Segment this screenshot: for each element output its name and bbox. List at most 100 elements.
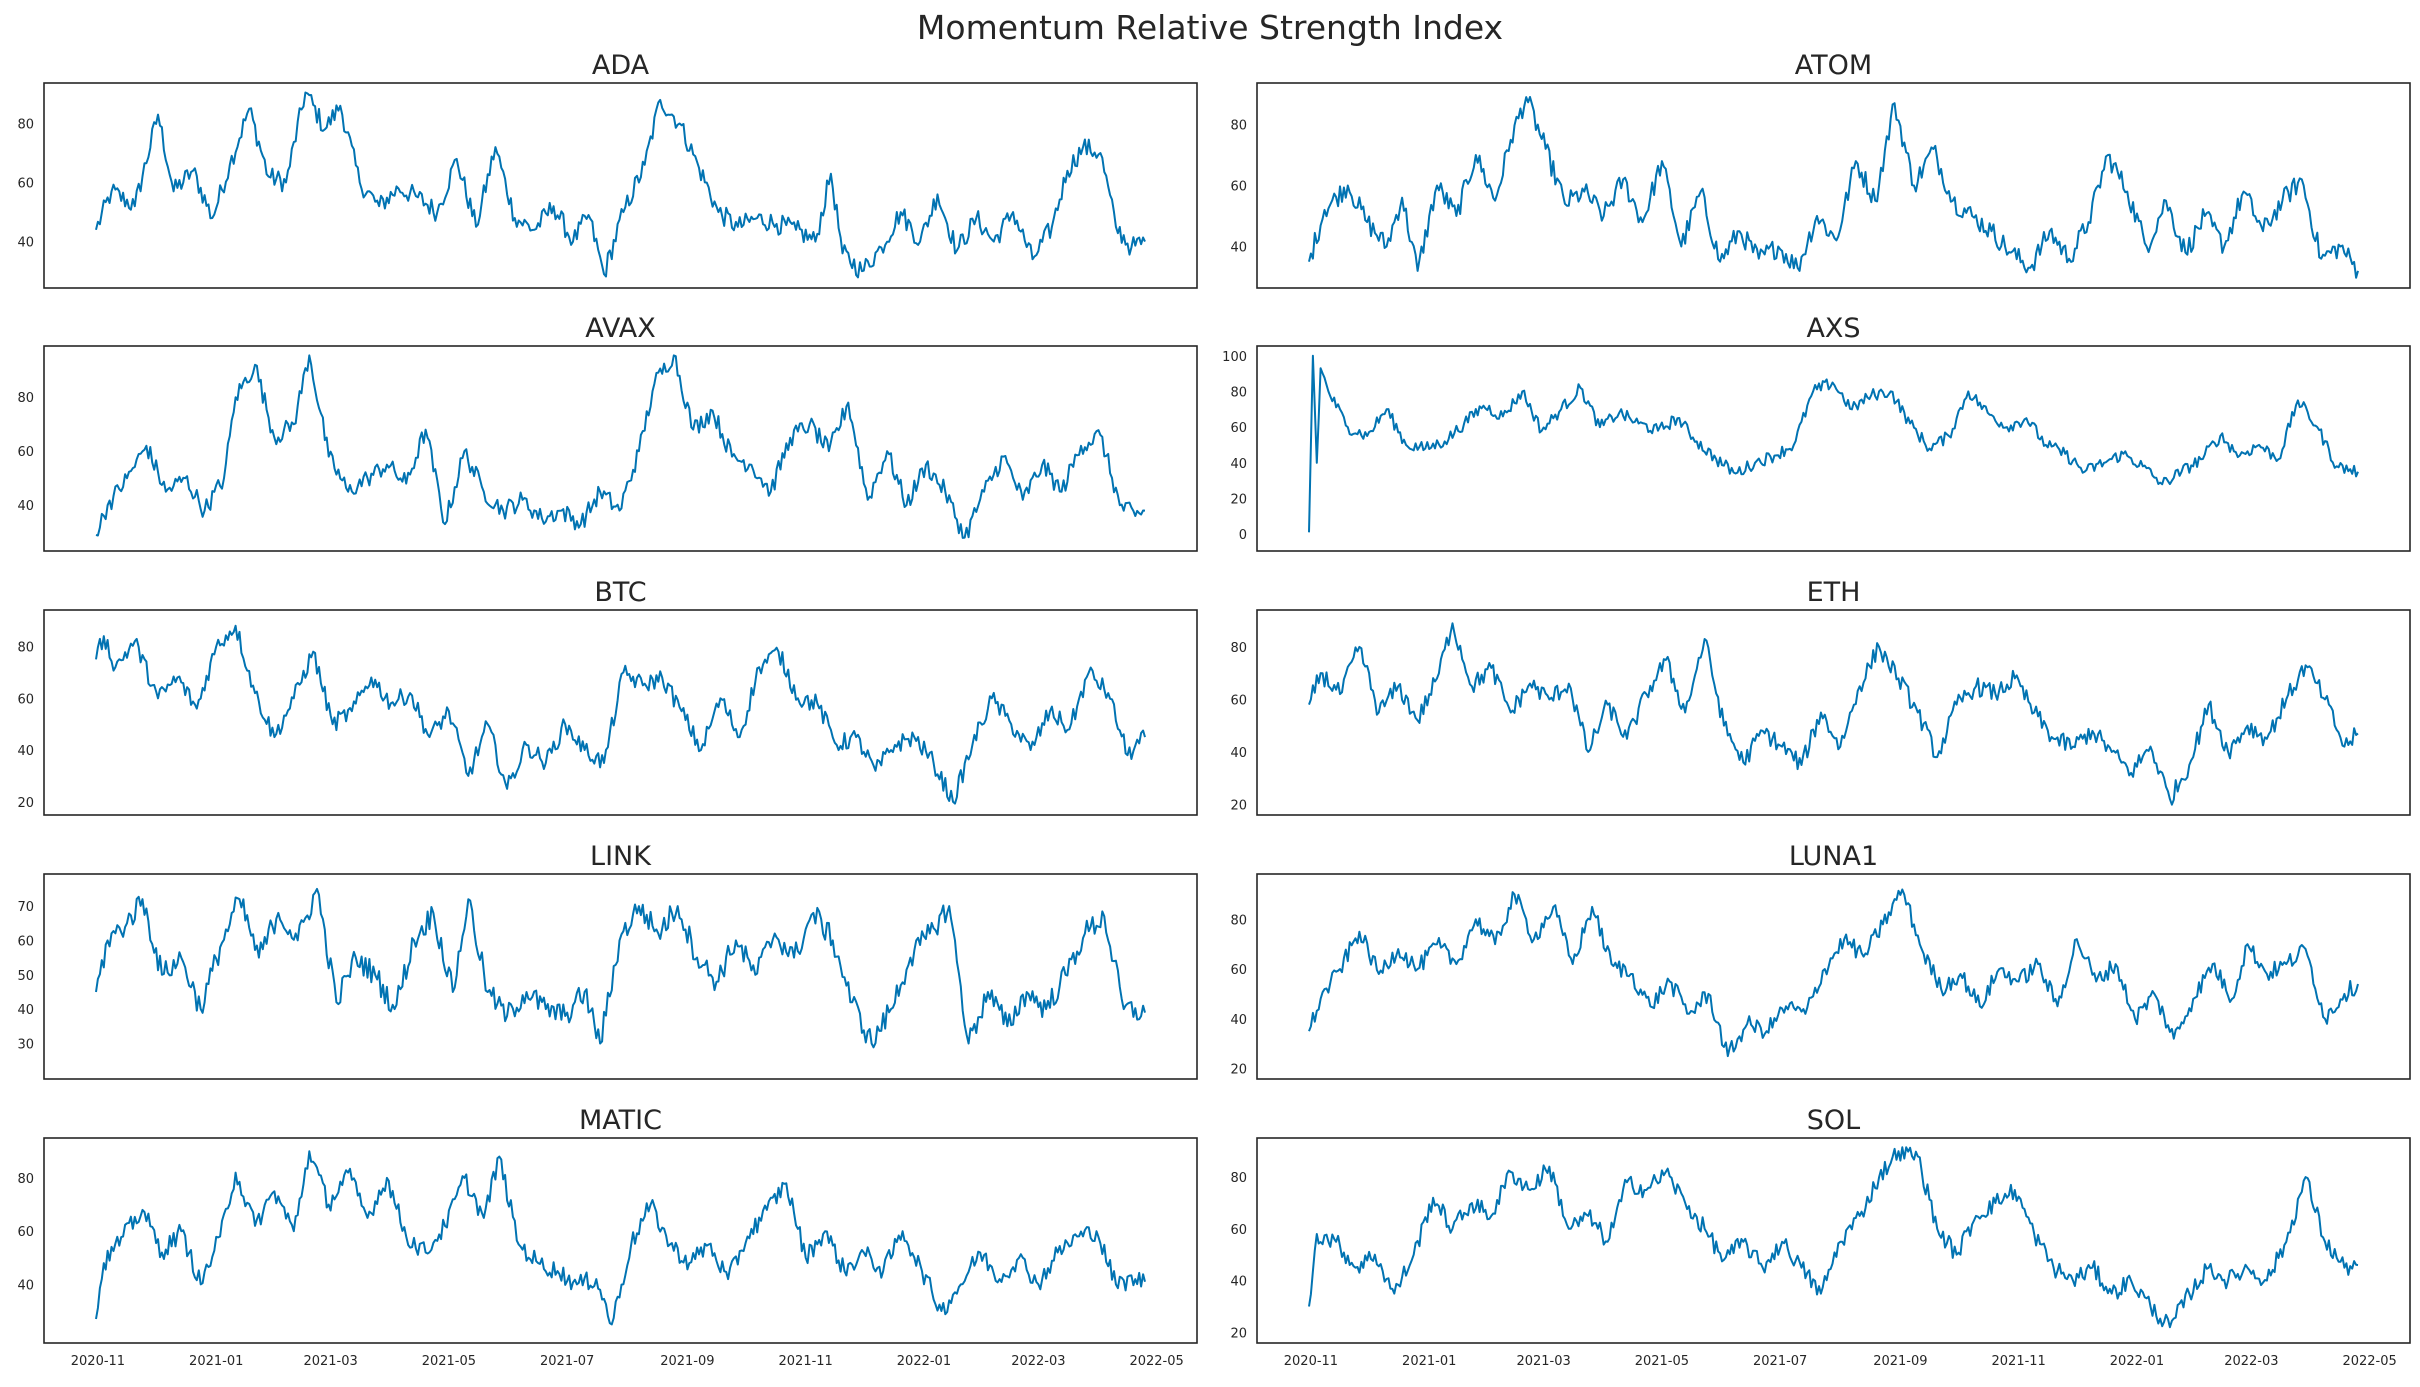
y-tick-label: 0: [1239, 528, 1247, 543]
x-tick-label: 2021-09: [660, 1354, 714, 1369]
y-tick-label: 40: [1230, 240, 1247, 255]
panel-link: LINK 30 40 50 60 70: [17, 841, 1197, 1079]
axes-frame: [1257, 610, 2410, 815]
y-tick-label: 80: [1230, 385, 1247, 400]
x-tick-label: 2022-01: [2110, 1354, 2164, 1369]
y-tick-label: 80: [1230, 913, 1247, 928]
y-tick-label: 40: [1230, 457, 1247, 472]
y-tick-label: 60: [1230, 693, 1247, 708]
panel-title: MATIC: [579, 1105, 662, 1136]
y-tick-label: 60: [17, 445, 34, 460]
x-tick-label: 2021-01: [1402, 1354, 1456, 1369]
y-tick-label: 60: [1230, 180, 1247, 195]
panels-grid: ADA 40 60 80 ATOM 40 60 80 AVAX 40 60 80 AXS 0 20 40 60 8…: [17, 50, 2410, 1369]
rsi-line-sol: [1309, 1147, 2358, 1327]
y-tick-label: 40: [17, 1278, 34, 1293]
panel-btc: BTC 20 40 60 80: [17, 577, 1197, 815]
x-tick-label: 2020-11: [1284, 1354, 1338, 1369]
rsi-line-atom: [1309, 97, 2358, 278]
rsi-line-matic: [96, 1151, 1145, 1324]
panel-title: SOL: [1807, 1105, 1860, 1136]
x-tick-label: 2021-03: [303, 1354, 357, 1369]
y-tick-label: 80: [1230, 119, 1247, 134]
x-tick-label: 2021-03: [1516, 1354, 1570, 1369]
axes-frame: [44, 346, 1197, 551]
figure-title: Momentum Relative Strength Index: [917, 8, 1503, 47]
x-tick-label: 2022-01: [897, 1354, 951, 1369]
panel-title: LUNA1: [1789, 841, 1878, 872]
rsi-line-eth: [1309, 623, 2358, 804]
y-tick-label: 60: [1230, 421, 1247, 436]
panel-luna1: LUNA1 20 40 60 80: [1230, 841, 2410, 1079]
rsi-line-luna1: [1309, 890, 2358, 1057]
y-tick-label: 50: [17, 969, 34, 984]
axes-frame: [44, 1138, 1197, 1343]
y-tick-label: 20: [1230, 492, 1247, 507]
x-tick-label: 2021-01: [189, 1354, 243, 1369]
x-tick-label: 2021-05: [1635, 1354, 1689, 1369]
y-tick-label: 20: [17, 796, 34, 811]
x-tick-label: 2021-11: [779, 1354, 833, 1369]
panel-ada: ADA 40 60 80: [17, 50, 1197, 288]
rsi-line-axs: [1309, 356, 2358, 533]
x-tick-label: 2021-11: [1992, 1354, 2046, 1369]
y-tick-label: 40: [1230, 746, 1247, 761]
axes-frame: [44, 874, 1197, 1079]
rsi-line-link: [96, 889, 1145, 1047]
rsi-line-btc: [96, 626, 1145, 804]
panel-matic: MATIC 40 60 80 2020-11 2021-01 2021-03 2021-05 2…: [17, 1105, 1197, 1369]
axes-frame: [1257, 1138, 2410, 1343]
y-tick-label: 70: [17, 900, 34, 915]
y-tick-label: 20: [1230, 798, 1247, 813]
rsi-line-ada: [96, 93, 1145, 278]
y-tick-label: 80: [17, 117, 34, 132]
x-tick-label: 2022-05: [1129, 1354, 1183, 1369]
y-tick-label: 20: [1230, 1063, 1247, 1078]
panel-title: BTC: [594, 577, 646, 608]
panel-title: ADA: [592, 50, 650, 81]
y-tick-label: 80: [1230, 1171, 1247, 1186]
y-tick-label: 40: [1230, 1275, 1247, 1290]
axes-frame: [44, 83, 1197, 288]
y-tick-label: 60: [17, 1225, 34, 1240]
panel-title: ATOM: [1795, 50, 1872, 81]
y-tick-label: 80: [1230, 641, 1247, 656]
y-tick-label: 40: [17, 236, 34, 251]
x-tick-label: 2021-05: [422, 1354, 476, 1369]
x-tick-label: 2021-07: [1753, 1354, 1807, 1369]
y-tick-label: 40: [17, 499, 34, 514]
axes-frame: [1257, 83, 2410, 288]
y-tick-label: 80: [17, 1172, 34, 1187]
y-tick-label: 60: [1230, 1223, 1247, 1238]
x-tick-label: 2020-11: [71, 1354, 125, 1369]
x-tick-label: 2021-07: [540, 1354, 594, 1369]
panel-eth: ETH 20 40 60 80: [1230, 577, 2410, 815]
y-tick-label: 80: [17, 391, 34, 406]
panel-title: LINK: [590, 841, 652, 872]
panel-title: AXS: [1806, 313, 1860, 344]
y-tick-label: 30: [17, 1038, 34, 1053]
y-tick-label: 60: [17, 934, 34, 949]
y-tick-label: 80: [17, 640, 34, 655]
x-tick-label: 2022-03: [2224, 1354, 2278, 1369]
panel-avax: AVAX 40 60 80: [17, 313, 1197, 551]
axes-frame: [1257, 874, 2410, 1079]
y-tick-label: 40: [17, 1003, 34, 1018]
x-tick-label: 2022-03: [1011, 1354, 1065, 1369]
panel-title: ETH: [1807, 577, 1861, 608]
panel-axs: AXS 0 20 40 60 80 100: [1222, 313, 2410, 551]
y-tick-label: 60: [1230, 963, 1247, 978]
y-tick-label: 40: [17, 744, 34, 759]
y-tick-label: 60: [17, 177, 34, 192]
y-tick-label: 100: [1222, 350, 1247, 365]
x-tick-label: 2022-05: [2342, 1354, 2396, 1369]
y-tick-label: 40: [1230, 1013, 1247, 1028]
panel-atom: ATOM 40 60 80: [1230, 50, 2410, 288]
panel-sol: SOL 20 40 60 80 2020-11 2021-01 2021-03 2021-05 2…: [1230, 1105, 2410, 1369]
panel-title: AVAX: [585, 313, 655, 344]
x-tick-label: 2021-09: [1873, 1354, 1927, 1369]
y-tick-label: 60: [17, 692, 34, 707]
rsi-line-avax: [96, 355, 1145, 538]
y-tick-label: 20: [1230, 1326, 1247, 1341]
